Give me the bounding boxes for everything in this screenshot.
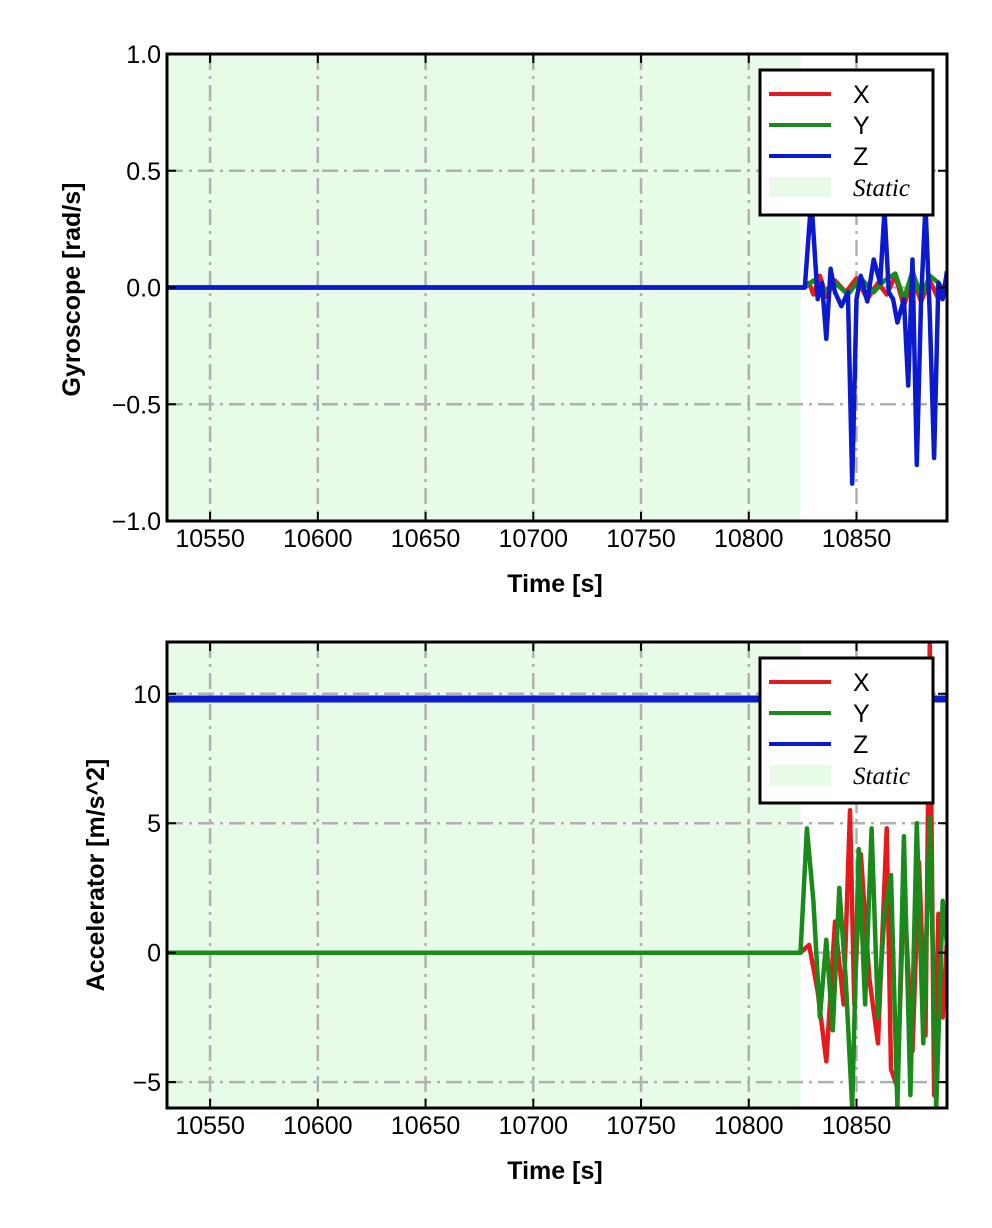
x-axis-label: Time [s]	[507, 570, 602, 598]
legend-label-z: Z	[853, 143, 868, 171]
x-tick-label: 10850	[822, 525, 892, 553]
y-axis-label: Gyroscope [rad/s]	[58, 183, 86, 397]
legend-label-y: Y	[853, 112, 870, 140]
x-axis-label: Time [s]	[507, 1157, 602, 1185]
y-tick-label: 5	[147, 810, 161, 838]
y-tick-label: 0	[147, 940, 161, 968]
legend-swatch-static	[769, 765, 831, 785]
legend-swatch-static	[769, 177, 831, 197]
x-tick-label: 10700	[499, 1112, 569, 1140]
x-tick-label: 10650	[391, 525, 461, 553]
series-line-y	[167, 815, 947, 1108]
x-tick-label: 10550	[175, 1112, 245, 1140]
x-tick-label: 10800	[714, 525, 784, 553]
chart-1: 10550 10600 10650 10700 10750 10800 10850 1.0 0.…	[58, 41, 949, 598]
x-tick-label: 10700	[499, 525, 569, 553]
y-tick-label: 10	[133, 681, 161, 709]
legend-label-static: Static	[853, 175, 910, 202]
y-tick-label: −1.0	[112, 508, 161, 536]
y-tick-label: −0.5	[112, 391, 161, 419]
y-axis-label: Accelerator [m/s^2]	[82, 759, 110, 992]
y-tick-label: 1.0	[126, 41, 161, 69]
legend: XYZ Static	[758, 656, 935, 805]
static-region	[167, 642, 801, 1108]
x-tick-label: 10550	[175, 525, 245, 553]
legend-label-z: Z	[853, 731, 868, 759]
y-tick-label: −5	[132, 1069, 161, 1097]
x-tick-label: 10850	[822, 1112, 892, 1140]
legend: XYZ Static	[758, 68, 935, 217]
x-tick-label: 10800	[714, 1112, 784, 1140]
legend-label-x: X	[853, 669, 870, 697]
x-tick-label: 10750	[606, 525, 676, 553]
axes-frame	[165, 640, 949, 1110]
chart-2: 10550 10600 10650 10700 10750 10800 10850 10 5 0 −…	[82, 640, 949, 1185]
y-tick-label: 0.5	[126, 158, 161, 186]
x-tick-label: 10600	[283, 1112, 353, 1140]
legend-label-x: X	[853, 81, 870, 109]
x-tick-label: 10750	[606, 1112, 676, 1140]
legend-label-static: Static	[853, 763, 910, 790]
y-tick-label: 0.0	[126, 275, 161, 303]
legend-label-y: Y	[853, 700, 870, 728]
x-tick-label: 10650	[391, 1112, 461, 1140]
x-tick-label: 10600	[283, 525, 353, 553]
